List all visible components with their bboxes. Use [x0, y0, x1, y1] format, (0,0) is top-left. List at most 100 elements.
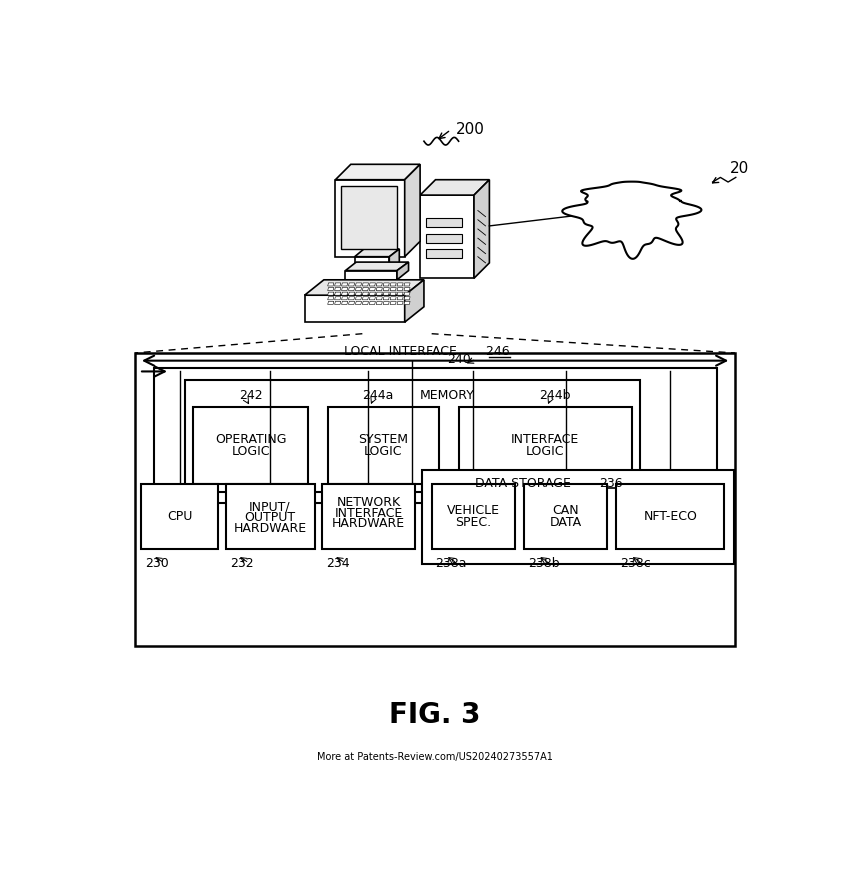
Polygon shape — [356, 292, 362, 295]
Polygon shape — [383, 301, 390, 305]
Polygon shape — [426, 234, 463, 242]
Polygon shape — [369, 301, 375, 305]
Polygon shape — [404, 292, 410, 295]
Polygon shape — [404, 288, 410, 290]
Polygon shape — [335, 283, 340, 286]
Polygon shape — [390, 283, 396, 286]
Polygon shape — [363, 292, 368, 295]
Polygon shape — [404, 283, 410, 286]
Bar — [185, 380, 639, 492]
Polygon shape — [305, 280, 424, 295]
Polygon shape — [335, 164, 420, 179]
Polygon shape — [356, 301, 362, 305]
Bar — [226, 484, 315, 550]
Polygon shape — [305, 295, 405, 322]
Polygon shape — [383, 292, 390, 295]
Polygon shape — [348, 283, 355, 286]
Text: OUTPUT: OUTPUT — [245, 511, 295, 524]
Polygon shape — [397, 292, 403, 295]
Polygon shape — [376, 292, 382, 295]
Polygon shape — [390, 288, 396, 290]
Polygon shape — [356, 283, 362, 286]
Text: OPERATING: OPERATING — [215, 432, 286, 446]
Text: 234: 234 — [326, 557, 350, 570]
Polygon shape — [328, 297, 334, 300]
Polygon shape — [383, 297, 390, 300]
Text: 238c: 238c — [621, 557, 651, 570]
Polygon shape — [420, 195, 474, 278]
Polygon shape — [369, 292, 375, 295]
Text: 20: 20 — [730, 161, 750, 176]
Polygon shape — [355, 257, 390, 271]
Polygon shape — [404, 297, 410, 300]
Bar — [616, 484, 724, 550]
Polygon shape — [397, 297, 403, 300]
Polygon shape — [397, 288, 403, 290]
Text: VEHICLE: VEHICLE — [447, 503, 500, 517]
Polygon shape — [341, 292, 348, 295]
Text: 238b: 238b — [528, 557, 559, 570]
Bar — [328, 407, 439, 484]
Polygon shape — [390, 249, 399, 271]
Polygon shape — [397, 283, 403, 286]
Polygon shape — [363, 288, 368, 290]
Bar — [323, 484, 414, 550]
Text: LOGIC: LOGIC — [526, 445, 564, 458]
Text: CPU: CPU — [167, 510, 193, 523]
Text: HARDWARE: HARDWARE — [332, 518, 405, 530]
Text: INTERFACE: INTERFACE — [511, 432, 579, 446]
Polygon shape — [420, 179, 489, 195]
Polygon shape — [348, 292, 355, 295]
Text: CAN: CAN — [553, 503, 579, 517]
Text: LOGIC: LOGIC — [364, 445, 402, 458]
Polygon shape — [376, 283, 382, 286]
Text: NETWORK: NETWORK — [336, 496, 401, 509]
Polygon shape — [390, 301, 396, 305]
Polygon shape — [341, 283, 348, 286]
Polygon shape — [355, 249, 399, 257]
Bar — [431, 484, 514, 550]
Text: More at Patents-Review.com/US20240273557A1: More at Patents-Review.com/US20240273557… — [317, 752, 553, 762]
Polygon shape — [376, 301, 382, 305]
Bar — [135, 353, 735, 646]
Polygon shape — [405, 280, 424, 322]
Polygon shape — [474, 179, 489, 278]
Polygon shape — [348, 301, 355, 305]
Text: 240: 240 — [447, 353, 470, 366]
Polygon shape — [363, 301, 368, 305]
Text: SPEC.: SPEC. — [455, 516, 492, 529]
Polygon shape — [335, 297, 340, 300]
Polygon shape — [390, 297, 396, 300]
Text: 244a: 244a — [362, 389, 393, 401]
Text: INTERFACE: INTERFACE — [335, 507, 402, 519]
Polygon shape — [341, 288, 348, 290]
Polygon shape — [356, 288, 362, 290]
Text: SYSTEM: SYSTEM — [358, 432, 408, 446]
Polygon shape — [426, 249, 463, 258]
Polygon shape — [335, 288, 340, 290]
Text: LOCAL INTERFACE: LOCAL INTERFACE — [345, 345, 458, 358]
Polygon shape — [376, 297, 382, 300]
Text: FIG. 3: FIG. 3 — [389, 701, 481, 729]
Polygon shape — [397, 301, 403, 305]
Polygon shape — [383, 288, 390, 290]
Text: 244b: 244b — [539, 389, 571, 401]
Polygon shape — [363, 283, 368, 286]
Polygon shape — [405, 164, 420, 257]
Bar — [423, 470, 734, 564]
Text: DATA: DATA — [549, 516, 582, 529]
Text: 246: 246 — [481, 345, 509, 358]
Polygon shape — [328, 292, 334, 295]
Polygon shape — [397, 262, 408, 280]
Polygon shape — [562, 182, 701, 258]
Polygon shape — [356, 297, 362, 300]
Text: INPUT/: INPUT/ — [249, 501, 290, 513]
Polygon shape — [369, 297, 375, 300]
Polygon shape — [328, 283, 334, 286]
Polygon shape — [346, 271, 397, 280]
Text: 236: 236 — [599, 478, 623, 490]
Polygon shape — [404, 301, 410, 305]
Bar — [141, 484, 218, 550]
Text: 230: 230 — [145, 557, 169, 570]
Text: 200: 200 — [456, 123, 485, 137]
